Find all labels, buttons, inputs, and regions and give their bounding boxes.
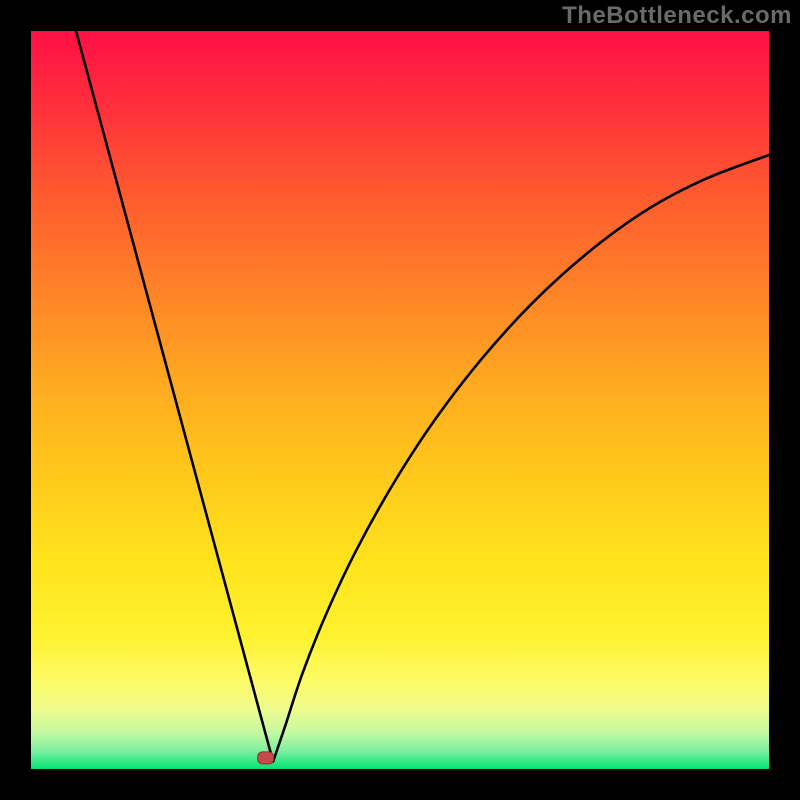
gradient-background — [31, 31, 769, 769]
chart-svg — [0, 0, 800, 800]
vertex-marker — [258, 752, 274, 764]
chart-stage: TheBottleneck.com — [0, 0, 800, 800]
watermark-label: TheBottleneck.com — [562, 2, 792, 30]
